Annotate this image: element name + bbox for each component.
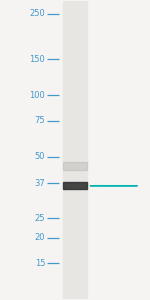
Bar: [63, 1, 87, 299]
Text: 100: 100: [30, 91, 45, 100]
Text: 37: 37: [34, 179, 45, 188]
Text: 250: 250: [30, 9, 45, 18]
Bar: [63, 162, 87, 169]
Text: 50: 50: [35, 152, 45, 161]
Text: 25: 25: [35, 214, 45, 223]
Text: 75: 75: [35, 116, 45, 125]
Text: 20: 20: [35, 233, 45, 242]
Text: 150: 150: [30, 55, 45, 64]
Text: 15: 15: [35, 259, 45, 268]
Bar: [63, 182, 87, 189]
